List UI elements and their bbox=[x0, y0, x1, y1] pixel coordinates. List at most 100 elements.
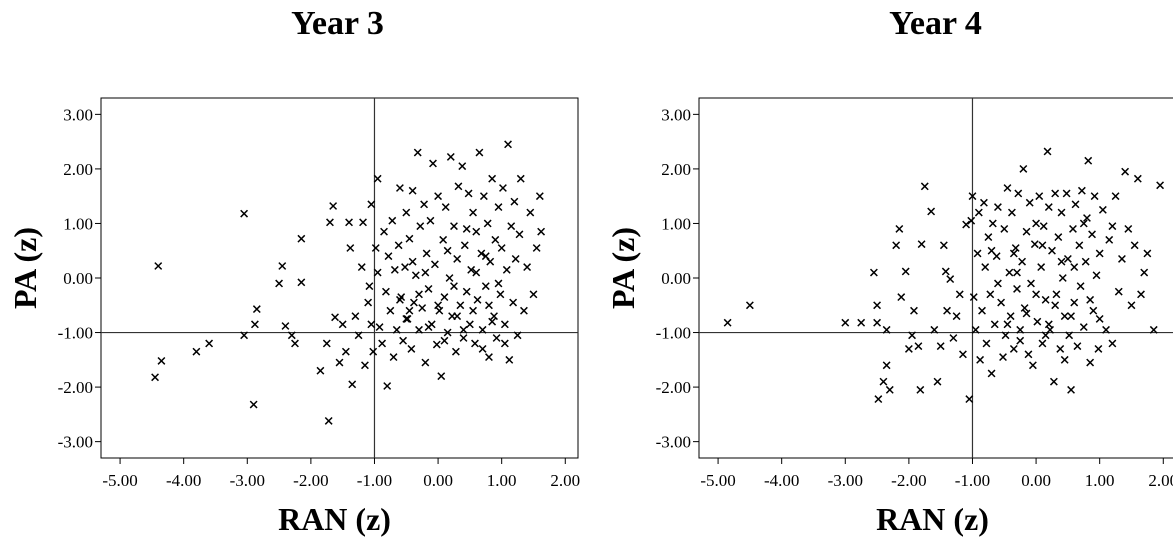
data-point bbox=[1041, 295, 1050, 304]
data-point bbox=[1143, 249, 1152, 258]
data-point bbox=[1060, 355, 1069, 364]
data-point bbox=[450, 222, 458, 231]
data-point bbox=[952, 312, 961, 321]
data-point bbox=[974, 208, 983, 217]
data-point bbox=[409, 298, 418, 307]
data-point bbox=[997, 298, 1006, 307]
data-point bbox=[1156, 181, 1165, 190]
data-point bbox=[1079, 323, 1088, 332]
data-point bbox=[440, 293, 449, 302]
data-point bbox=[250, 320, 259, 329]
data-point bbox=[507, 222, 516, 231]
data-point bbox=[1140, 268, 1149, 277]
data-point bbox=[453, 254, 462, 263]
data-point bbox=[483, 219, 492, 228]
data-point bbox=[389, 353, 398, 362]
data-point bbox=[367, 200, 376, 209]
data-point bbox=[510, 197, 519, 206]
data-point bbox=[459, 334, 468, 342]
data-point bbox=[976, 355, 985, 364]
data-point bbox=[1054, 233, 1063, 242]
data-point bbox=[1149, 325, 1158, 334]
data-point bbox=[462, 224, 471, 233]
data-point bbox=[1058, 274, 1067, 282]
data-point bbox=[451, 347, 460, 356]
data-point bbox=[1118, 254, 1126, 263]
data-point bbox=[1019, 164, 1028, 173]
y-axis-label: PA (z) bbox=[605, 227, 641, 309]
data-point bbox=[509, 298, 518, 307]
data-point bbox=[478, 325, 487, 334]
data-point bbox=[971, 325, 980, 334]
data-point bbox=[405, 234, 414, 243]
x-tick-label: -2.00 bbox=[293, 471, 328, 490]
data-point bbox=[869, 268, 878, 277]
data-point bbox=[434, 301, 443, 310]
data-point bbox=[1083, 214, 1091, 222]
data-point bbox=[962, 220, 971, 229]
x-tick-label: 0.00 bbox=[1021, 471, 1051, 490]
y-tick-label: -2.00 bbox=[58, 378, 93, 397]
data-point bbox=[365, 282, 374, 291]
data-point bbox=[1098, 205, 1107, 214]
data-point bbox=[987, 246, 996, 255]
data-point bbox=[1094, 344, 1103, 353]
data-point bbox=[1133, 174, 1142, 183]
data-point bbox=[882, 361, 891, 370]
data-point bbox=[1089, 306, 1098, 315]
data-point bbox=[1056, 344, 1065, 353]
data-point bbox=[939, 241, 948, 250]
data-point bbox=[1111, 192, 1120, 201]
data-point bbox=[1038, 241, 1047, 250]
data-point bbox=[485, 353, 493, 362]
data-point bbox=[373, 174, 382, 183]
y-tick-label: -1.00 bbox=[656, 324, 691, 343]
data-point bbox=[1062, 189, 1071, 198]
data-point bbox=[371, 244, 380, 252]
x-tick-label: 1.00 bbox=[487, 471, 517, 490]
data-point bbox=[441, 203, 450, 212]
y-axis-label: PA (z) bbox=[7, 227, 43, 309]
data-point bbox=[1095, 314, 1104, 323]
scatter-plot-year-4: Year 4 -5.00 -4.00 -3.00 -2.00 -1.00 0.00 1.00 2… bbox=[605, 5, 1173, 537]
data-point bbox=[297, 278, 306, 287]
data-point bbox=[491, 235, 500, 244]
data-point bbox=[380, 227, 388, 236]
data-point bbox=[745, 301, 754, 310]
data-point bbox=[346, 244, 355, 252]
data-point bbox=[917, 240, 926, 249]
data-point bbox=[1024, 350, 1033, 359]
data-point bbox=[1095, 249, 1104, 258]
data-point bbox=[979, 198, 988, 207]
data-point bbox=[504, 140, 512, 149]
data-point bbox=[885, 385, 894, 394]
data-point bbox=[434, 192, 443, 201]
data-point bbox=[910, 306, 918, 315]
data-point bbox=[278, 262, 287, 270]
data-point bbox=[1067, 385, 1075, 394]
data-point bbox=[1032, 290, 1041, 299]
data-point bbox=[354, 331, 363, 340]
data-point bbox=[316, 366, 325, 375]
data-point bbox=[723, 318, 732, 327]
data-point bbox=[361, 361, 369, 370]
data-point bbox=[157, 356, 166, 365]
data-point bbox=[469, 306, 477, 315]
data-point bbox=[535, 192, 544, 201]
data-point bbox=[1081, 257, 1090, 266]
data-point bbox=[955, 290, 964, 299]
data-point bbox=[1013, 268, 1021, 277]
data-point bbox=[1032, 219, 1041, 228]
data-point bbox=[432, 340, 441, 349]
y-tick-label: 0.00 bbox=[63, 269, 93, 288]
data-point bbox=[359, 218, 367, 227]
chart-year-4: Year 4 -5.00 -4.00 -3.00 -2.00 -1.00 0.00 1.00 2… bbox=[598, 0, 1173, 542]
plot-frame bbox=[100, 97, 579, 459]
data-point bbox=[416, 222, 425, 231]
data-point bbox=[496, 290, 505, 299]
data-point bbox=[494, 279, 503, 288]
data-point bbox=[1022, 227, 1031, 236]
data-point bbox=[367, 320, 376, 329]
data-point bbox=[411, 271, 420, 280]
data-point bbox=[287, 331, 296, 340]
